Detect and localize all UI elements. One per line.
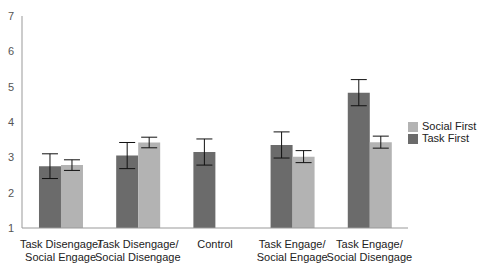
svg-text:4: 4 [8, 116, 14, 128]
svg-text:Task Disengage/Social Engage: Task Disengage/Social Engage [20, 238, 102, 263]
svg-text:6: 6 [8, 45, 14, 57]
svg-text:3: 3 [8, 151, 14, 163]
svg-text:7: 7 [8, 10, 14, 22]
svg-text:1: 1 [8, 222, 14, 234]
svg-text:Control: Control [197, 238, 232, 250]
html-text:Social First: Social First [422, 119, 477, 132]
svg-text:Task Engage/Social Engage: Task Engage/Social Engage [257, 238, 328, 263]
svg-text:2: 2 [8, 187, 14, 199]
svg-text:Task Disengage/Social Disengag: Task Disengage/Social Disengage [95, 238, 181, 263]
svg-text:5: 5 [8, 81, 14, 93]
svg-text:Task Engage/Social Disengage: Task Engage/Social Disengage [327, 238, 413, 263]
html-text:Task First: Task First [422, 132, 470, 144]
